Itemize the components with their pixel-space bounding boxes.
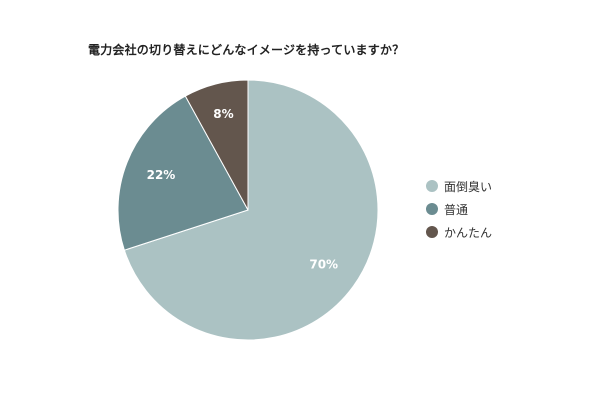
data-label-kantan: 8%: [213, 107, 233, 121]
chart-title: 電力会社の切り替えにどんなイメージを持っていますか？: [88, 43, 405, 57]
legend-label: かんたん: [444, 225, 493, 240]
legend-label: 普通: [444, 202, 469, 217]
legend-swatch: [426, 180, 438, 192]
legend-swatch: [426, 226, 438, 238]
legend-swatch: [426, 203, 438, 215]
legend: 面倒臭い 普通 かんたん: [426, 178, 492, 240]
legend-item-futsuu[interactable]: 普通: [426, 201, 492, 217]
data-label-futsuu: 22%: [147, 168, 176, 182]
legend-label: 面倒臭い: [444, 179, 493, 194]
pie-slice-futsuu[interactable]: [117, 95, 249, 251]
pie-slice-mendoukusai[interactable]: [123, 79, 379, 341]
pie-slice-kantan[interactable]: [184, 79, 249, 211]
legend-item-mendoukusai[interactable]: 面倒臭い: [426, 178, 492, 194]
data-label-mendoukusai: 70%: [309, 258, 338, 272]
legend-item-kantan[interactable]: かんたん: [426, 224, 492, 240]
